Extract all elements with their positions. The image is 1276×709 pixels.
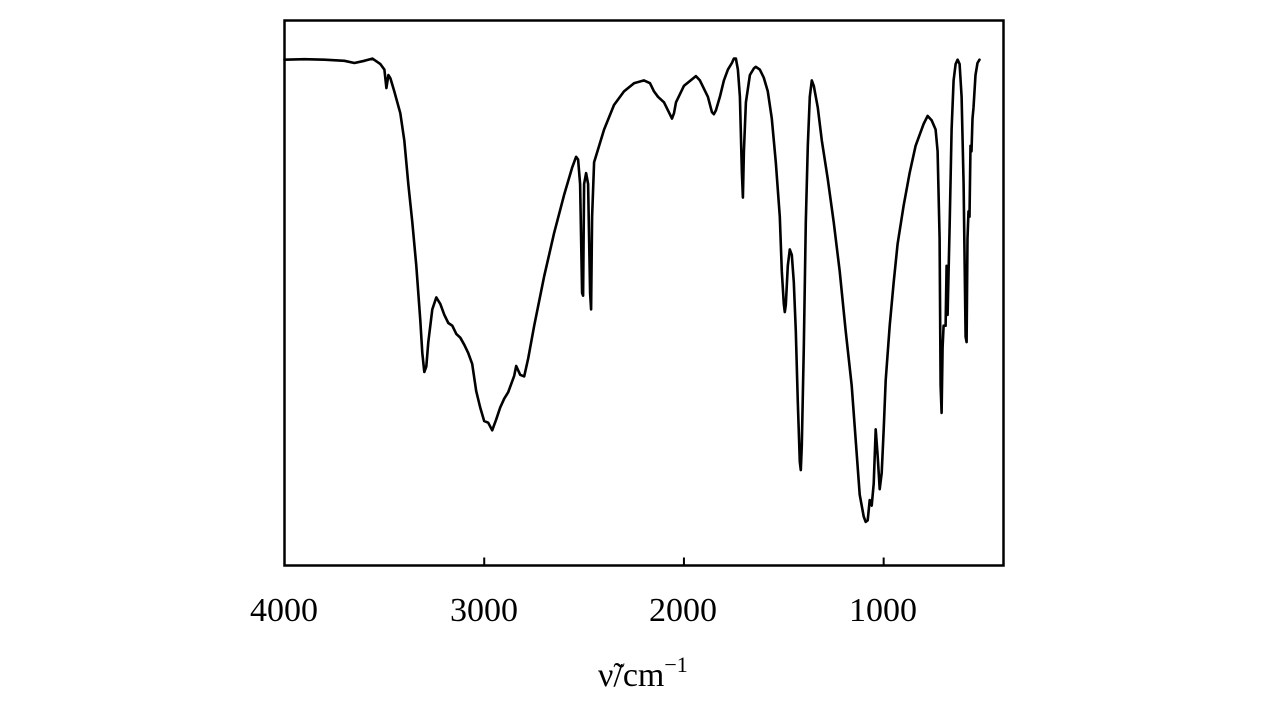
x-axis-tick-labels: 4000 3000 2000 1000 [250, 592, 917, 629]
x-axis-label: ν̃/cm−1 [598, 652, 688, 694]
x-axis-label-exponent: −1 [664, 652, 687, 677]
spectrum-series-line [283, 57, 981, 524]
plot-frame [283, 19, 1005, 567]
x-tick-label-1000: 1000 [849, 592, 917, 629]
x-tick-label-3000: 3000 [450, 592, 518, 629]
x-tick-label-2000: 2000 [649, 592, 717, 629]
x-axis-ticks [283, 557, 885, 566]
x-axis-label-text: ν̃/cm [598, 657, 664, 694]
x-tick-label-4000: 4000 [250, 592, 318, 629]
